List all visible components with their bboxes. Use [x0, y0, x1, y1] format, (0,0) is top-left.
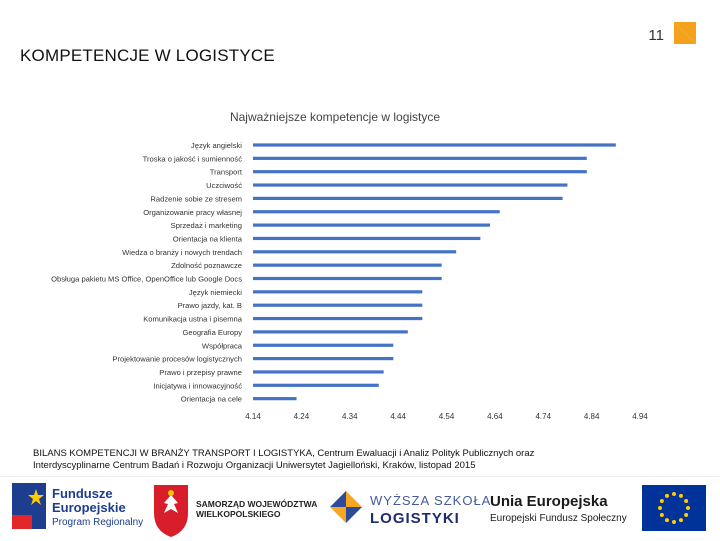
x-tick-label-2: 4.34 [342, 412, 358, 421]
bar-6 [253, 223, 491, 227]
bar-3 [253, 183, 568, 187]
bar-15 [253, 343, 394, 347]
corner-mark [674, 22, 696, 44]
eu-star-0 [686, 506, 690, 510]
source-line-2: Interdyscyplinarne Centrum Badań i Rozwo… [33, 460, 476, 471]
bar-17 [253, 370, 384, 374]
category-label-9: Zdolność poznawcze [171, 261, 242, 270]
x-tick-label-1: 4.24 [294, 412, 310, 421]
bar-16 [253, 357, 394, 361]
fundusze-europejskie-logo [12, 483, 46, 529]
category-label-16: Projektowanie procesów logistycznych [112, 355, 242, 364]
category-label-4: Radzenie sobie ze stresem [150, 194, 242, 203]
eu-star-3 [672, 520, 676, 524]
category-label-14: Geografia Europy [182, 328, 242, 337]
x-tick-label-7: 4.84 [584, 412, 600, 421]
wsl-logo-icon [330, 491, 362, 523]
bar-9 [253, 263, 442, 267]
bar-1 [253, 156, 587, 160]
category-label-7: Orientacja na klienta [173, 234, 243, 243]
samorzad-line-1: SAMORZĄD WOJEWÓDZTWA [196, 499, 318, 509]
category-label-5: Organizowanie pracy własnej [143, 208, 242, 217]
unia-europejska-text: Unia Europejska Europejski Fundusz Społe… [490, 493, 627, 524]
eu-star-11 [684, 499, 689, 503]
bar-12 [253, 303, 423, 307]
eu-star-5 [659, 513, 664, 517]
eu-star-6 [658, 506, 662, 510]
ue-line-1: Unia Europejska [490, 493, 608, 510]
category-label-2: Transport [210, 168, 243, 177]
wielkopolska-crest-icon [154, 485, 188, 537]
source-line-1: BILANS KOMPETENCJI W BRANŻY TRANSPORT I … [33, 448, 535, 459]
bar-11 [253, 290, 423, 294]
bar-4 [253, 196, 563, 200]
fundusze-europejskie-text: Fundusze Europejskie Program Regionalny [52, 487, 143, 529]
fe-line-3: Program Regionalny [52, 517, 144, 528]
eu-star-2 [679, 518, 683, 523]
x-tick-label-8: 4.94 [632, 412, 648, 421]
x-tick-label-5: 4.64 [487, 412, 503, 421]
source-note: BILANS KOMPETENCJI W BRANŻY TRANSPORT I … [33, 448, 633, 472]
category-label-3: Uczciwość [206, 181, 242, 190]
samorzad-text: SAMORZĄD WOJEWÓDZTWA WIELKOPOLSKIEGO [196, 499, 317, 519]
fe-line-2: Europejskie [52, 500, 126, 515]
category-label-1: Troska o jakość i sumienność [143, 154, 243, 163]
samorzad-line-2: WIELKOPOLSKIEGO [196, 509, 281, 519]
wsl-line-1: WYŻSZA SZKOŁA [370, 493, 492, 508]
category-label-19: Orientacja na cele [181, 395, 242, 404]
category-label-10: Obsługa pakietu MS Office, OpenOffice lu… [51, 275, 242, 284]
wsl-line-2: LOGISTYKI [370, 510, 460, 527]
bar-7 [253, 236, 481, 241]
bar-13 [253, 316, 423, 321]
x-tick-label-3: 4.44 [390, 412, 406, 421]
x-tick-label-6: 4.74 [535, 412, 551, 421]
eu-star-10 [679, 493, 683, 498]
bar-2 [253, 170, 587, 174]
category-label-0: Język angielski [191, 141, 242, 150]
bar-10 [253, 276, 442, 281]
logo-bar: Fundusze Europejskie Program Regionalny … [0, 476, 720, 541]
wsl-text: WYŻSZA SZKOŁA LOGISTYKI [370, 493, 491, 527]
bar-19 [253, 397, 297, 401]
eu-star-4 [665, 518, 669, 523]
category-label-18: Inicjatywa i innowacyjność [153, 381, 242, 390]
bar-chart: Najważniejsze kompetencje w logistyce Ję… [51, 110, 648, 421]
category-label-15: Współpraca [202, 341, 243, 350]
x-tick-label-0: 4.14 [245, 412, 261, 421]
fe-line-1: Fundusze [52, 486, 113, 501]
category-label-11: Język niemiecki [189, 288, 242, 297]
eu-star-9 [672, 492, 676, 496]
category-label-12: Prawo jazdy, kat. B [178, 301, 242, 310]
bar-5 [253, 210, 500, 214]
x-tick-label-4: 4.54 [439, 412, 455, 421]
bar-0 [253, 143, 616, 147]
bar-8 [253, 250, 457, 254]
page-number: 11 [648, 27, 664, 44]
category-label-13: Komunikacja ustna i pisemna [143, 315, 243, 324]
eu-star-7 [659, 499, 664, 503]
eu-flag-icon [642, 485, 706, 531]
category-label-17: Prawo i przepisy prawne [159, 368, 242, 377]
slide-title: KOMPETENCJE W LOGISTYCE [20, 46, 275, 65]
category-label-8: Wiedza o branży i nowych trendach [122, 248, 242, 257]
bar-14 [253, 330, 408, 334]
ue-line-2: Europejski Fundusz Społeczny [490, 513, 627, 524]
bar-18 [253, 383, 379, 387]
eu-star-1 [684, 513, 689, 517]
eu-star-8 [665, 493, 669, 498]
chart-title: Najważniejsze kompetencje w logistyce [230, 110, 440, 124]
category-label-6: Sprzedaż i marketing [171, 221, 242, 230]
